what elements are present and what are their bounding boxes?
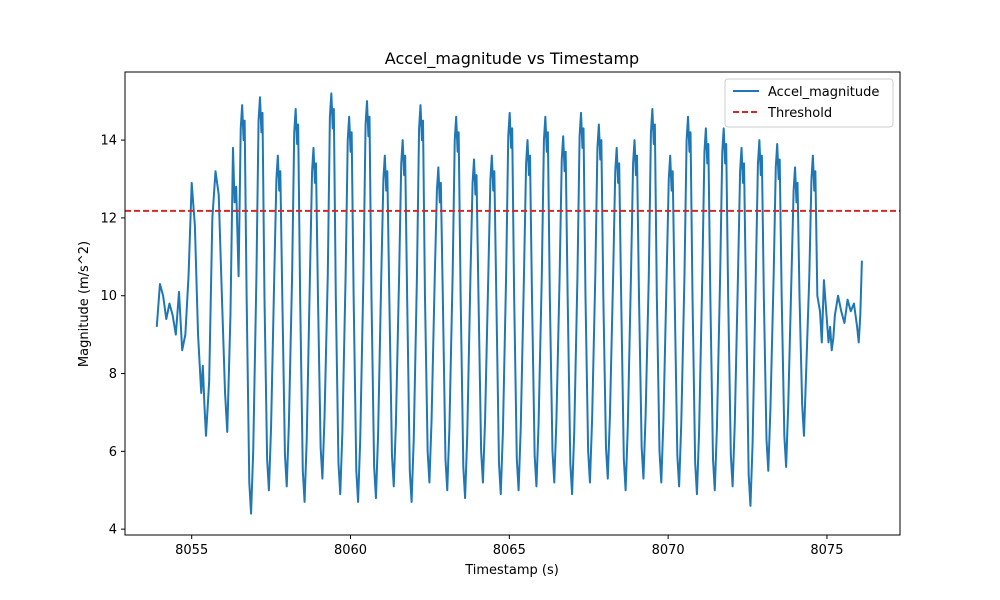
x-axis-label: Timestamp (s) bbox=[464, 563, 559, 578]
x-tick-label: 8070 bbox=[652, 543, 685, 558]
chart-title: Accel_magnitude vs Timestamp bbox=[385, 49, 639, 69]
y-tick-label: 14 bbox=[100, 134, 117, 149]
legend-label-threshold: Threshold bbox=[767, 106, 832, 121]
legend-label-accel: Accel_magnitude bbox=[768, 85, 879, 100]
y-tick-label: 10 bbox=[100, 289, 117, 304]
series-line-accel-magnitude bbox=[155, 92, 863, 515]
legend-box bbox=[724, 78, 894, 128]
y-tick-label: 6 bbox=[109, 445, 117, 460]
legend: Accel_magnitude Threshold bbox=[724, 78, 894, 128]
y-tick-label: 4 bbox=[109, 523, 117, 538]
x-tick-label: 8065 bbox=[493, 543, 526, 558]
x-tick-label: 8060 bbox=[334, 543, 367, 558]
y-tick-label: 12 bbox=[100, 211, 117, 226]
x-tick-label: 8055 bbox=[175, 543, 208, 558]
y-tick-label: 8 bbox=[109, 367, 117, 382]
plot-area-frame bbox=[124, 71, 901, 536]
x-tick-label: 8075 bbox=[810, 543, 843, 558]
y-axis-label: Magnitude (m/s^2) bbox=[77, 241, 92, 367]
